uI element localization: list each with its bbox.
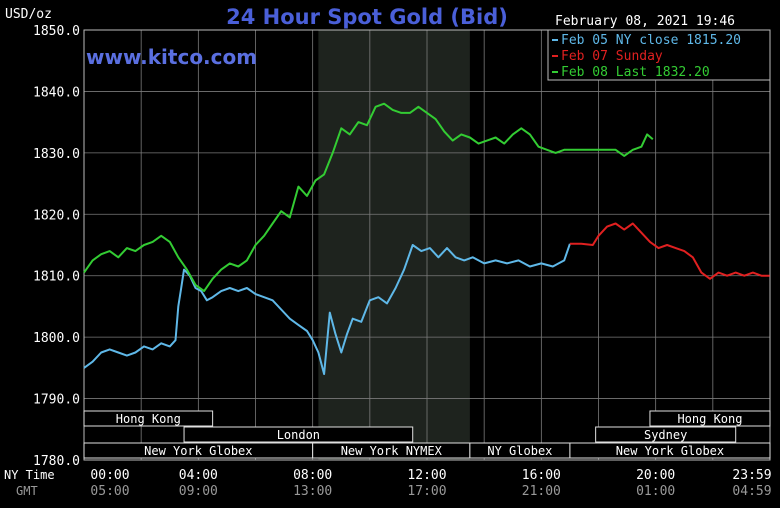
y-axis-ticks: 1850.0 1840.0 1830.0 1820.0 1810.0 1800.0 1790… <box>33 24 80 469</box>
session-box <box>83 410 214 427</box>
nymex-shaded-region <box>318 30 470 460</box>
session-label: NY Globex <box>487 444 552 458</box>
legend-entry: Feb 08 Last 1832.20 <box>561 65 710 80</box>
y-tick-label: 1780.0 <box>33 454 80 469</box>
session-label: Hong Kong <box>116 412 181 426</box>
ny-time-tick: 08:00 <box>293 468 332 483</box>
gmt-tick: 04:59 <box>732 484 771 499</box>
legend-entry: Feb 07 Sunday <box>561 49 663 64</box>
session-label: New York Globex <box>144 444 252 458</box>
y-tick-label: 1850.0 <box>33 24 80 39</box>
chart-title: 24 Hour Spot Gold (Bid) <box>226 5 508 29</box>
y-tick-label: 1830.0 <box>33 147 80 162</box>
legend-box <box>547 29 771 81</box>
market-sessions: Hong Kong Hong Kong London Sydney New York G… <box>83 410 771 459</box>
y-tick-label: 1800.0 <box>33 331 80 346</box>
y-tick-label: 1820.0 <box>33 208 80 223</box>
ny-time-tick: 04:00 <box>179 468 218 483</box>
y-tick-label: 1790.0 <box>33 393 80 408</box>
session-box <box>183 426 414 443</box>
series-line <box>83 102 654 293</box>
x-axis-ticks: 00:00 04:00 08:00 12:00 16:00 20:00 23:59 05:00… <box>90 468 771 499</box>
chart-date-time: February 08, 2021 19:46 <box>555 14 735 29</box>
ny-time-tick: 20:00 <box>636 468 675 483</box>
price-series <box>83 102 770 375</box>
ny-time-tick: 23:59 <box>732 468 771 483</box>
session-label: Sydney <box>644 428 687 442</box>
legend-entry: Feb 05 NY close 1815.20 <box>561 33 741 48</box>
series-line <box>569 222 770 280</box>
ny-time-tick: 12:00 <box>407 468 446 483</box>
session-label: London <box>277 428 320 442</box>
session-label: Hong Kong <box>677 412 742 426</box>
session-box <box>595 426 737 443</box>
ny-time-label: NY Time <box>4 468 55 482</box>
session-label: New York Globex <box>616 444 724 458</box>
kitco-watermark: www.kitco.com <box>86 45 257 69</box>
y-tick-label: 1840.0 <box>33 85 80 100</box>
session-label: New York NYMEX <box>341 444 443 458</box>
ny-time-tick: 00:00 <box>90 468 129 483</box>
session-box <box>569 442 771 459</box>
gmt-tick: 05:00 <box>90 484 129 499</box>
series-line <box>83 243 571 375</box>
gmt-label: GMT <box>16 484 38 498</box>
y-tick-label: 1810.0 <box>33 270 80 285</box>
plot-frame <box>83 29 771 461</box>
session-box <box>649 410 771 427</box>
gmt-tick: 01:00 <box>636 484 675 499</box>
ny-time-tick: 16:00 <box>522 468 561 483</box>
gmt-tick: 21:00 <box>522 484 561 499</box>
gmt-tick: 09:00 <box>179 484 218 499</box>
gmt-tick: 13:00 <box>293 484 332 499</box>
y-axis-unit: USD/oz <box>5 7 52 22</box>
gmt-tick: 17:00 <box>407 484 446 499</box>
